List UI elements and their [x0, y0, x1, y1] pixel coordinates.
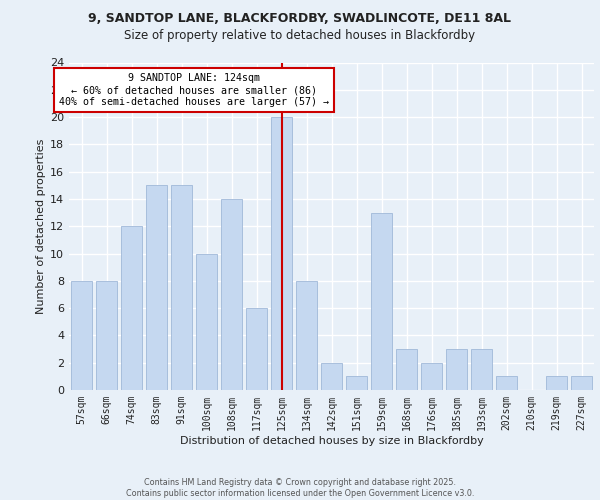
Bar: [571, 376, 592, 390]
Bar: [421, 362, 442, 390]
Bar: [246, 308, 267, 390]
Bar: [221, 199, 242, 390]
Text: Contains HM Land Registry data © Crown copyright and database right 2025.
Contai: Contains HM Land Registry data © Crown c…: [126, 478, 474, 498]
Bar: [496, 376, 517, 390]
Bar: [471, 349, 492, 390]
Text: 9, SANDTOP LANE, BLACKFORDBY, SWADLINCOTE, DE11 8AL: 9, SANDTOP LANE, BLACKFORDBY, SWADLINCOT…: [89, 12, 511, 26]
Bar: [296, 281, 317, 390]
Bar: [396, 349, 417, 390]
Bar: [271, 117, 292, 390]
Y-axis label: Number of detached properties: Number of detached properties: [36, 138, 46, 314]
Bar: [446, 349, 467, 390]
Bar: [321, 362, 342, 390]
Bar: [196, 254, 217, 390]
Bar: [71, 281, 92, 390]
Bar: [546, 376, 567, 390]
Bar: [171, 186, 192, 390]
Bar: [346, 376, 367, 390]
Bar: [121, 226, 142, 390]
Bar: [146, 186, 167, 390]
Bar: [371, 212, 392, 390]
Text: 9 SANDTOP LANE: 124sqm
← 60% of detached houses are smaller (86)
40% of semi-det: 9 SANDTOP LANE: 124sqm ← 60% of detached…: [59, 74, 329, 106]
Text: Size of property relative to detached houses in Blackfordby: Size of property relative to detached ho…: [124, 29, 476, 42]
X-axis label: Distribution of detached houses by size in Blackfordby: Distribution of detached houses by size …: [179, 436, 484, 446]
Bar: [96, 281, 117, 390]
